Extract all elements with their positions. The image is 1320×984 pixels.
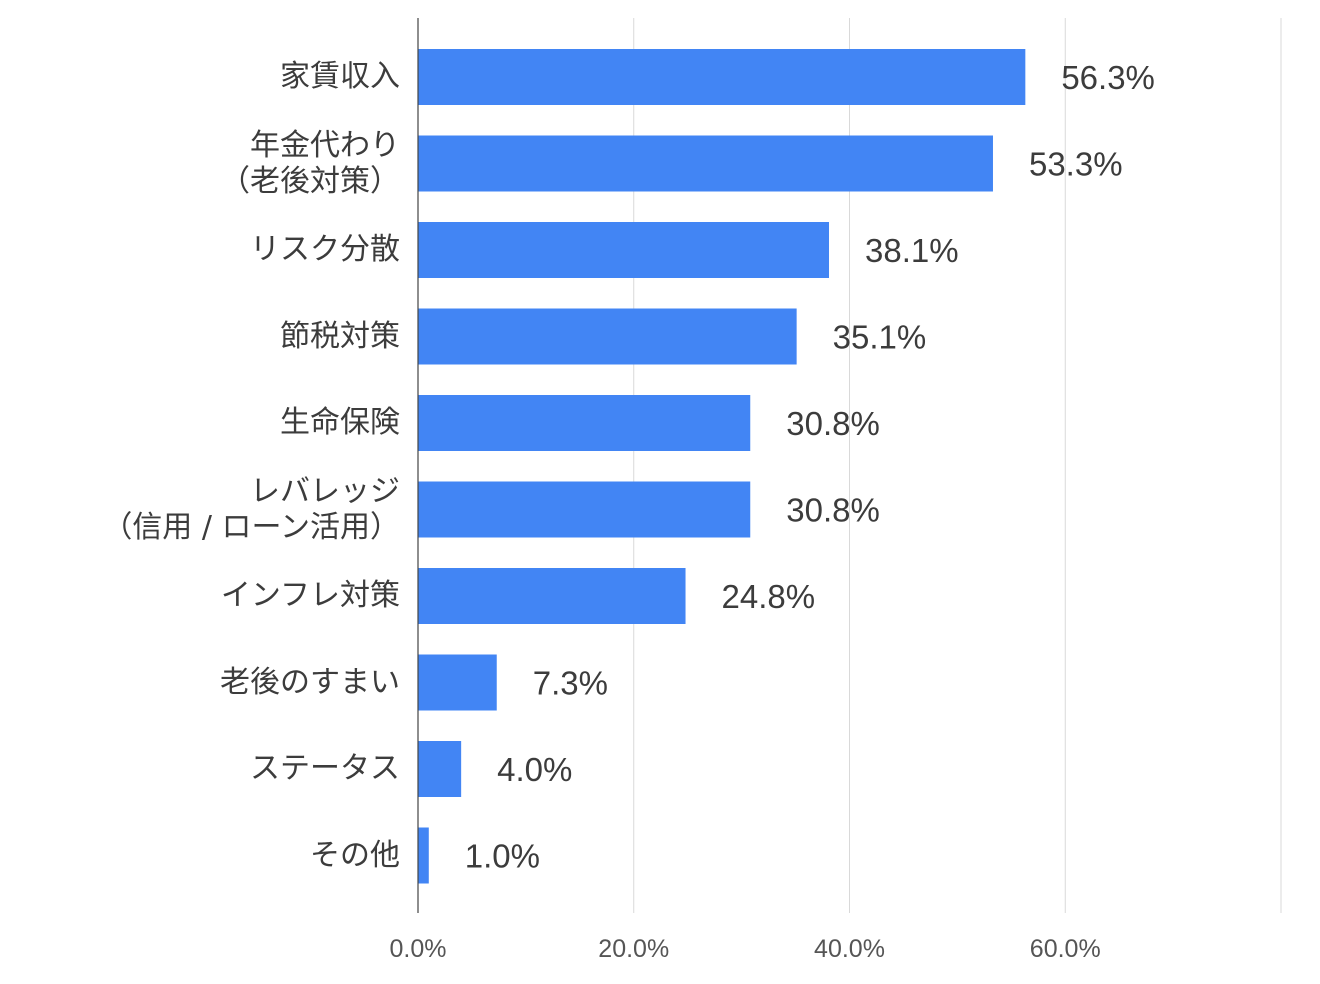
category-label: 生命保険 xyxy=(280,405,400,440)
bar xyxy=(418,308,797,365)
data-label: 24.8% xyxy=(722,578,816,615)
bar xyxy=(418,395,751,451)
category-label: 家賃収入 xyxy=(280,59,400,94)
x-tick-label: 0.0% xyxy=(390,935,447,963)
data-label: 38.1% xyxy=(865,232,959,269)
data-label: 7.3% xyxy=(533,665,608,702)
category-label: 老後のすまい xyxy=(220,664,400,700)
bar xyxy=(418,654,497,711)
bar xyxy=(418,481,751,538)
data-label: 30.8% xyxy=(786,492,880,529)
category-label: その他 xyxy=(310,837,400,873)
x-tick-label: 60.0% xyxy=(1030,935,1101,963)
category-label: 節税対策 xyxy=(280,318,400,354)
category-label: ステータス xyxy=(250,751,400,786)
bar xyxy=(418,568,686,624)
data-label: 30.8% xyxy=(786,405,880,442)
category-label: 年金代わり （老後対策） xyxy=(220,127,400,199)
x-tick-label: 20.0% xyxy=(598,935,669,963)
data-label: 35.1% xyxy=(833,319,927,356)
data-label: 1.0% xyxy=(465,838,540,875)
category-label: レバレッジ （信用 / ローン活用） xyxy=(102,473,400,545)
bar xyxy=(418,827,429,884)
data-label: 53.3% xyxy=(1029,146,1123,183)
category-label: リスク分散 xyxy=(250,232,400,267)
category-label: インフレ対策 xyxy=(220,578,400,613)
bar xyxy=(418,135,993,192)
data-label: 4.0% xyxy=(497,751,572,788)
bar xyxy=(418,741,462,797)
bar xyxy=(418,49,1026,105)
x-tick-label: 40.0% xyxy=(814,935,885,963)
data-label: 56.3% xyxy=(1061,59,1155,96)
bar xyxy=(418,222,830,278)
